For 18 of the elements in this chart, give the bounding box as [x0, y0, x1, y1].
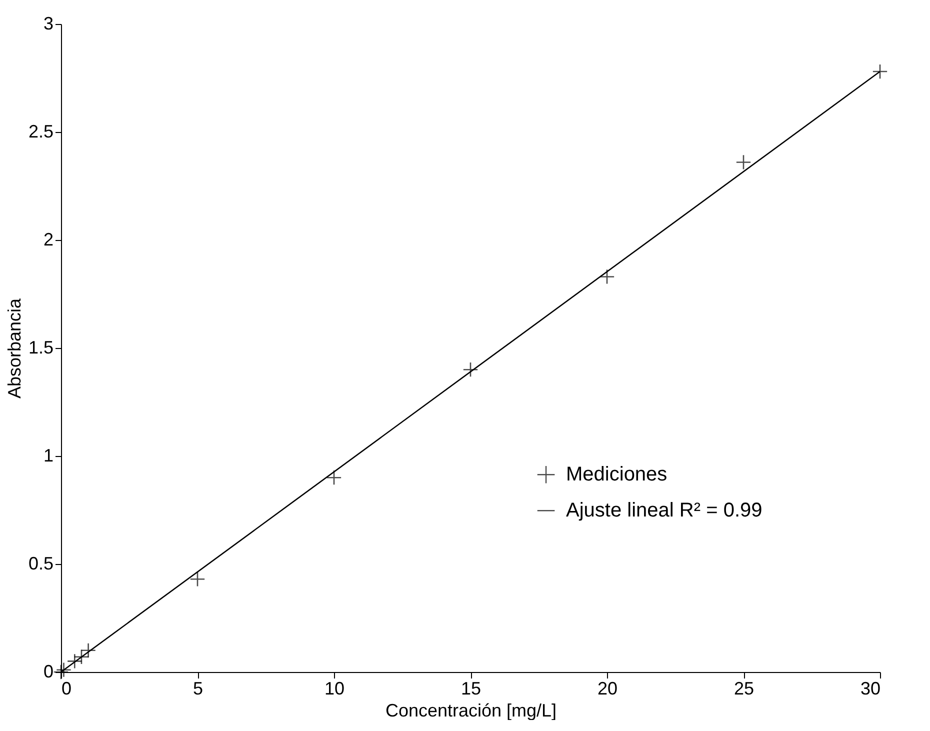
- legend-label: Ajuste lineal R² = 0.99: [566, 500, 762, 522]
- legend-label: Mediciones: [566, 464, 668, 486]
- x-tick-label: 30: [860, 678, 880, 698]
- y-tick-label: 2: [43, 230, 54, 250]
- x-axis-title: Concentración [mg/L]: [385, 700, 557, 720]
- y-tick-label: 2.5: [28, 122, 54, 142]
- x-tick-label: 15: [460, 678, 482, 698]
- x-tick-label: 5: [192, 678, 204, 698]
- x-tick-label: 10: [324, 678, 345, 698]
- y-tick-label: 3: [43, 14, 54, 34]
- x-tick-label: 0: [62, 678, 72, 698]
- y-tick-label: 1.5: [28, 338, 54, 358]
- y-tick-label: 1: [43, 446, 54, 466]
- x-tick-label: 20: [597, 678, 618, 698]
- y-axis-title: Absorbancia: [4, 297, 24, 399]
- y-tick-label: 0: [43, 662, 54, 682]
- x-tick-label: 25: [734, 678, 754, 698]
- y-tick-label: 0.5: [28, 554, 54, 574]
